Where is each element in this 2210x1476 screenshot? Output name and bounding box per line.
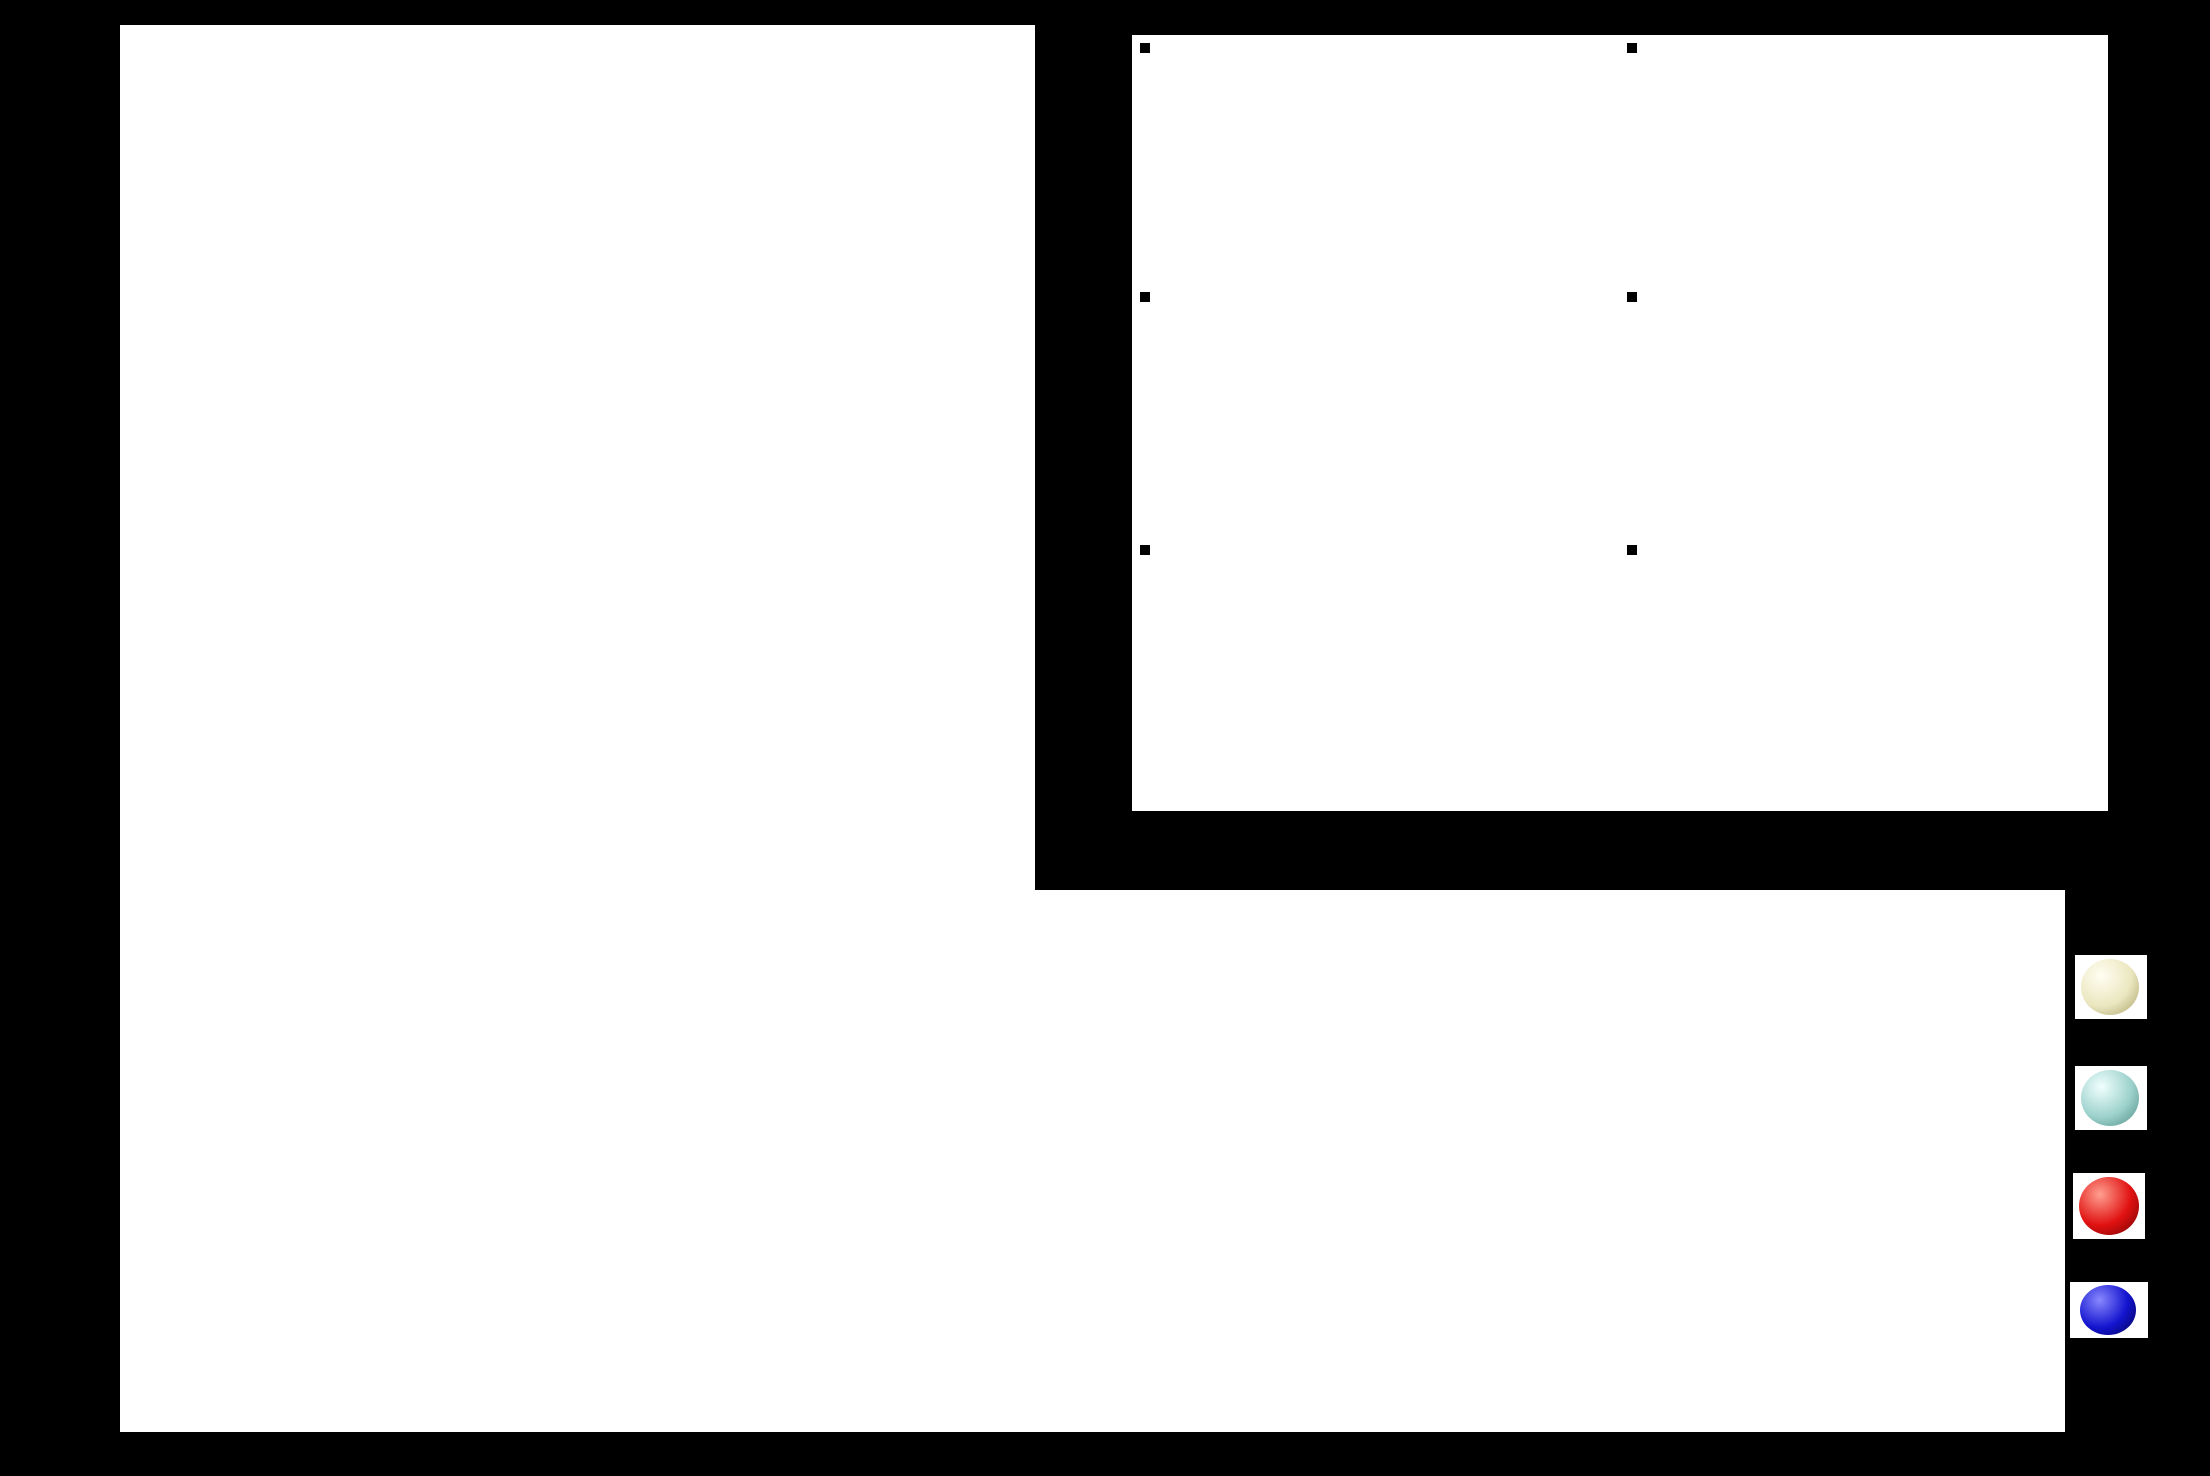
legend-swatch-zr [2075,1066,2147,1130]
rdf-curves [1145,48,1445,198]
ov-sphere-icon [2080,1285,2136,1335]
rdf-curves [1632,48,1932,198]
rdf-panel-ce-ov-rcz50 [1132,35,1621,302]
rdf-curves [1632,297,1932,447]
legend-swatch-o [2073,1173,2145,1239]
rdf-box [1140,43,1150,53]
legend-item-gm [1132,50,1135,95]
arrhenius-plot-panel [120,25,1035,920]
rdf-box [1140,292,1150,302]
rdf-panel-ov-ov-rcz50 [1132,537,1621,811]
legend-item-md [1619,95,1622,140]
arrhenius-plot [120,25,1035,920]
legend-swatch-ce [2075,955,2147,1019]
zr-sphere-icon [2081,1070,2139,1126]
rdf-box [1627,292,1637,302]
rdf-legend [1132,50,1135,140]
structure-views [120,890,2065,1432]
rdf-curves [1632,550,1932,700]
rdf-box [1140,545,1150,555]
legend-item-gm [1619,50,1622,95]
rdf-box [1627,43,1637,53]
legend-swatch-ov [2070,1282,2148,1338]
rdf-box [1627,545,1637,555]
rdf-legend [1619,50,1622,140]
rdf-panel-ce-ov-rcz60 [1619,35,2108,302]
o-sphere-icon [2079,1177,2139,1235]
ce-sphere-icon [2081,959,2139,1015]
rdf-curves [1145,550,1445,700]
structure-panel [120,890,2065,1432]
rdf-panel-zr-ov-rcz50 [1132,284,1621,539]
legend-item-md [1132,95,1135,140]
rdf-curves [1145,297,1445,447]
rdf-panel-zr-ov-rcz60 [1619,284,2108,539]
rdf-panel-ov-ov-rcz60 [1619,537,2108,811]
